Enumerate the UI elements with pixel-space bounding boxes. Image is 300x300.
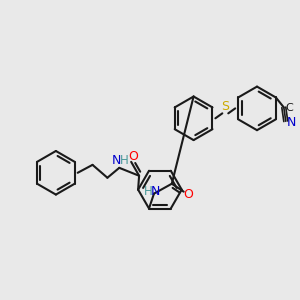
Text: S: S (221, 100, 229, 113)
Text: O: O (184, 188, 194, 201)
Text: N: N (150, 185, 160, 198)
Text: O: O (128, 150, 138, 164)
Text: H: H (144, 185, 152, 198)
Text: C: C (286, 103, 294, 113)
Text: N: N (287, 116, 296, 129)
Text: H: H (120, 154, 129, 167)
Text: N: N (112, 154, 121, 167)
